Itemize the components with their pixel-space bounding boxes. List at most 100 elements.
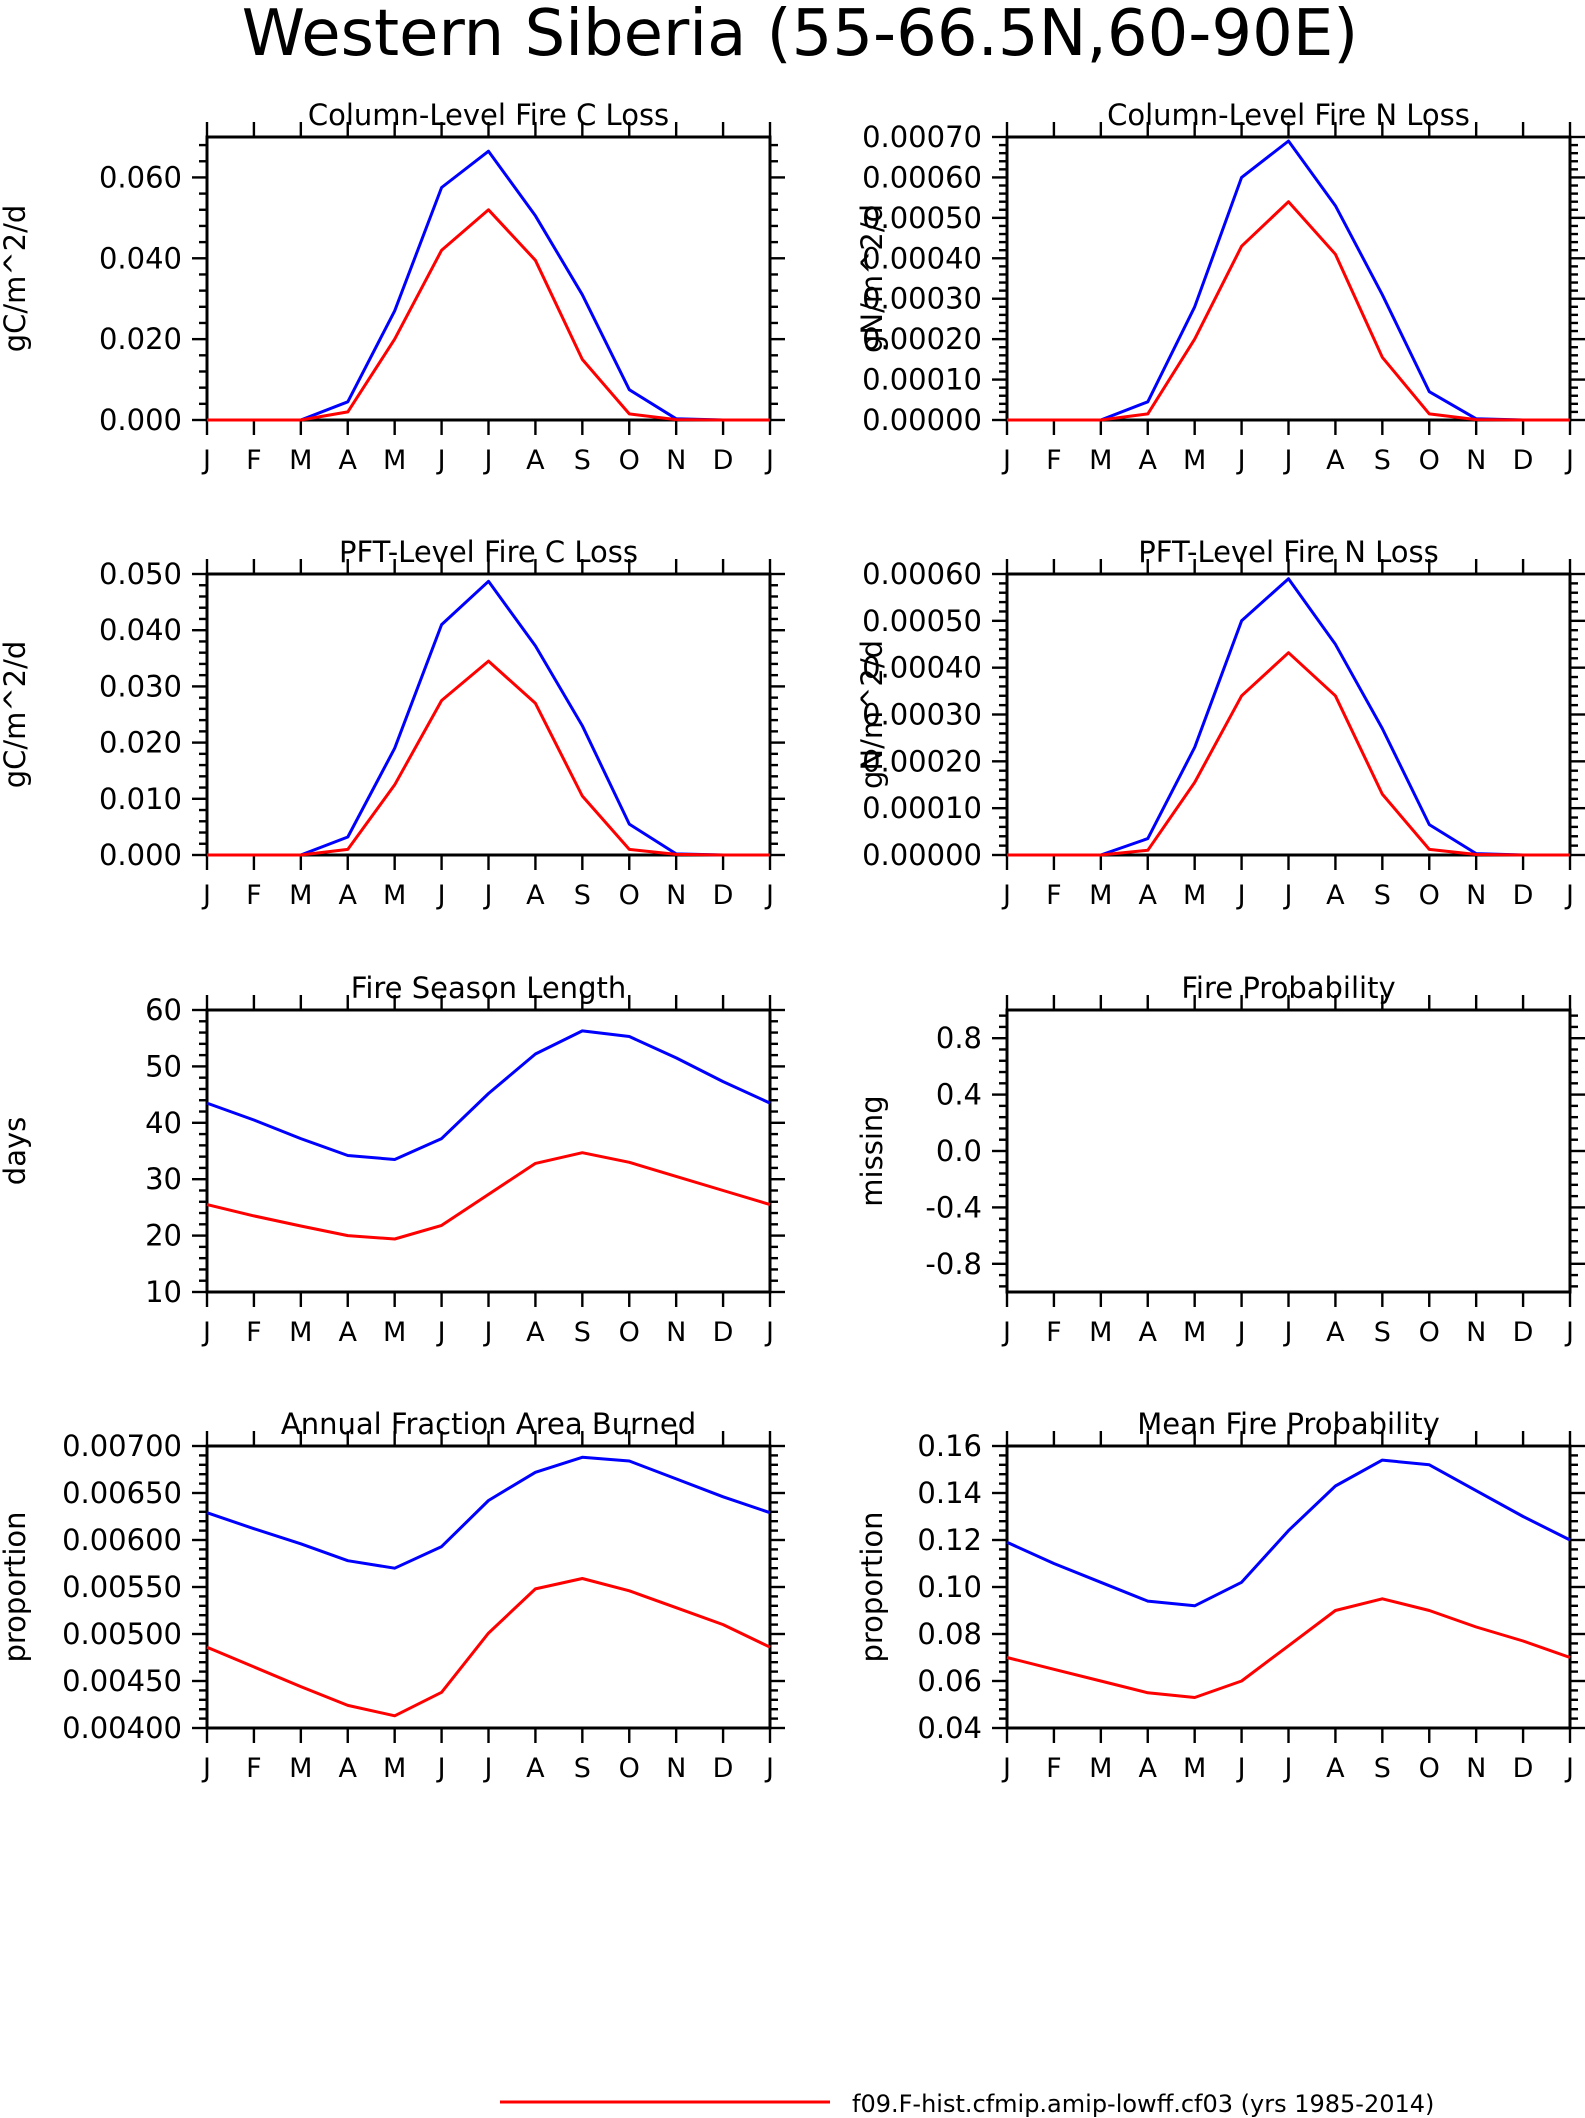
y-tick-label: 0.00060 [862,557,982,591]
y-tick-label: 0.04 [917,1711,982,1745]
series-line-1 [206,1029,771,1161]
y-tick-label: 0.00550 [62,1570,182,1604]
y-tick-label: 0.040 [99,613,182,647]
y-tick-label: 0.00010 [862,363,982,397]
y-tick-label: 0.06 [917,1664,982,1698]
x-tick-label: A [526,1317,545,1348]
y-tick-label: 0.060 [99,160,182,194]
x-tick-label: J [201,445,211,476]
x-tick-label: A [1326,1317,1345,1348]
x-tick-label: M [289,1317,312,1348]
x-tick-label: J [436,445,446,476]
x-tick-label: J [483,1317,493,1348]
plot-frame [1005,1444,1572,1730]
x-tick-label: J [1564,1753,1574,1784]
x-tick-label: A [526,445,545,476]
y-tick-label: 50 [145,1049,182,1083]
x-tick-label: S [574,1317,591,1348]
x-tick-label: N [1466,1317,1486,1348]
x-tick-label: D [713,1317,734,1348]
x-tick-label: M [1089,445,1112,476]
y-tick-label: 0.8 [936,1021,982,1055]
x-tick-label: O [1419,1317,1440,1348]
x-tick-label: J [201,880,211,911]
x-tick-label: J [483,445,493,476]
x-tick-label: N [666,445,686,476]
y-axis-label: proportion [0,1511,32,1662]
y-tick-label: 0.040 [99,241,182,275]
x-tick-label: N [1466,880,1486,911]
x-tick-label: S [1374,445,1391,476]
x-tick-label: J [1564,1317,1574,1348]
x-tick-label: O [619,880,640,911]
x-tick-label: O [1419,445,1440,476]
series-line-1 [1006,1458,1571,1608]
y-tick-label: 0.030 [99,669,182,703]
x-tick-label: N [1466,445,1486,476]
x-tick-label: A [339,880,358,911]
x-tick-label: J [201,1753,211,1784]
x-tick-label: O [1419,1753,1440,1784]
x-tick-label: D [1513,445,1534,476]
y-tick-label: 0.00010 [862,791,982,825]
x-tick-label: J [1001,1317,1011,1348]
x-tick-label: A [526,1753,545,1784]
plot-frame [205,1444,772,1730]
x-tick-label: A [1139,445,1158,476]
y-tick-label: 0.00600 [62,1523,182,1557]
legend-label: f09.F-hist.cfmip.amip-lowff.cf03 (yrs 19… [852,2090,1434,2118]
figure-title: Western Siberia (55-66.5N,60-90E) [242,0,1358,71]
x-tick-label: O [619,1317,640,1348]
series-line-1 [206,1455,771,1570]
x-tick-label: J [1283,1753,1293,1784]
x-tick-label: F [1046,880,1062,911]
x-tick-label: M [1183,880,1206,911]
x-tick-label: S [574,1753,591,1784]
x-tick-label: J [483,1753,493,1784]
y-tick-label: 20 [145,1219,182,1253]
y-tick-label: 10 [145,1275,182,1309]
x-tick-label: O [619,445,640,476]
y-tick-label: 0.00070 [862,120,982,154]
y-tick-label: -0.4 [925,1190,982,1224]
x-tick-label: A [1139,880,1158,911]
y-axis-label: proportion [855,1511,889,1662]
y-tick-label: 0.4 [936,1078,982,1112]
x-tick-label: S [1374,1317,1391,1348]
x-tick-label: J [1236,445,1246,476]
x-tick-label: J [1283,880,1293,911]
y-tick-label: 0.00060 [862,160,982,194]
x-tick-label: F [246,1317,262,1348]
x-tick-label: D [713,445,734,476]
y-tick-label: 0.020 [99,322,182,356]
y-tick-label: 0.00040 [862,651,982,685]
y-tick-label: 0.00020 [862,322,982,356]
x-tick-label: J [764,880,774,911]
series-line-2 [1007,200,1570,422]
x-tick-label: M [289,445,312,476]
x-tick-label: J [1001,880,1011,911]
plot-frame [1005,1008,1572,1294]
y-tick-label: -0.8 [925,1247,982,1281]
x-tick-label: M [383,880,406,911]
x-tick-label: A [526,880,545,911]
series-line-2 [1007,651,1570,857]
y-tick-label: 0.12 [917,1523,982,1557]
x-tick-label: D [1513,1753,1534,1784]
x-tick-label: S [1374,880,1391,911]
y-axis-label: gN/m^2/d [855,640,889,789]
x-tick-label: S [574,445,591,476]
x-tick-label: M [1183,445,1206,476]
y-tick-label: 0.00030 [862,698,982,732]
x-tick-label: A [1326,1753,1345,1784]
x-tick-label: S [574,880,591,911]
y-tick-label: 0.00050 [862,201,982,235]
y-tick-label: 0.10 [917,1570,982,1604]
x-tick-label: N [1466,1753,1486,1784]
y-axis-label: gC/m^2/d [0,205,32,353]
series-line-1 [1007,577,1570,857]
